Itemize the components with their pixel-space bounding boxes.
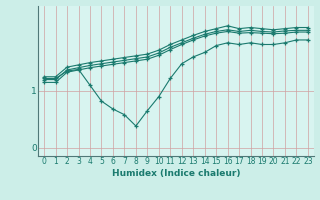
X-axis label: Humidex (Indice chaleur): Humidex (Indice chaleur) (112, 169, 240, 178)
